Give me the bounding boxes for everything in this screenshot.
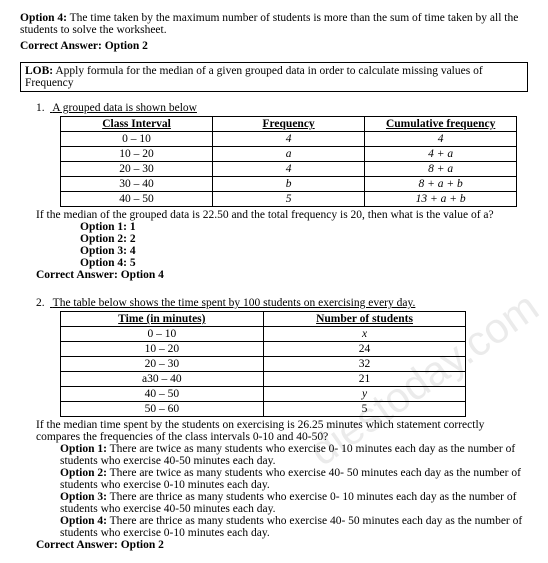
q1-number: 1. (36, 102, 50, 114)
q2-stem: The table below shows the time spent by … (53, 297, 416, 309)
cell: 50 – 60 (61, 402, 264, 417)
cell: 0 – 10 (61, 132, 213, 147)
q2-table: Time (in minutes) Number of students 0 –… (60, 311, 466, 417)
cell: 4 (213, 162, 365, 177)
table-row: 40 – 50y (61, 387, 466, 402)
q2-opt3-text: There are thrice as many students who ex… (60, 491, 516, 515)
cell: 4 (365, 132, 517, 147)
q2-h0: Time (in minutes) (61, 312, 264, 327)
cell: b (213, 177, 365, 192)
q2-correct: Correct Answer: Option 2 (36, 539, 528, 551)
q2-opt3-label: Option 3: (60, 491, 107, 503)
cell: x (263, 327, 466, 342)
q1-opt2: Option 2: 2 (80, 233, 528, 245)
cell: 20 – 30 (61, 162, 213, 177)
table-row: Time (in minutes) Number of students (61, 312, 466, 327)
cell: 8 + a (365, 162, 517, 177)
q2-correct-value: Option 2 (118, 539, 164, 551)
q2-opt3: Option 3: There are thrice as many stude… (60, 491, 528, 515)
table-row: 10 – 20a4 + a (61, 147, 517, 162)
q2-opt4-label: Option 4: (60, 515, 107, 527)
cell: 13 + a + b (365, 192, 517, 207)
intro-option4-label: Option 4: (20, 12, 67, 24)
table-row: 0 – 10x (61, 327, 466, 342)
intro-option4: Option 4: The time taken by the maximum … (20, 12, 528, 36)
cell: a (213, 147, 365, 162)
cell: 10 – 20 (61, 342, 264, 357)
q1-table: Class Interval Frequency Cumulative freq… (60, 116, 517, 207)
cell: 5 (263, 402, 466, 417)
cell: 0 – 10 (61, 327, 264, 342)
q1-stem-line: 1. A grouped data is shown below (36, 102, 528, 114)
lob-label: LOB: (25, 65, 53, 77)
q2-opt4-text: There are thrice as many students who ex… (60, 515, 522, 539)
cell: 24 (263, 342, 466, 357)
q2-followup: If the median time spent by the students… (36, 419, 528, 443)
intro-option4-text: The time taken by the maximum number of … (20, 12, 518, 36)
table-row: 40 – 50513 + a + b (61, 192, 517, 207)
q1-correct: Correct Answer: Option 4 (36, 269, 528, 281)
q2-opt2-label: Option 2: (60, 467, 107, 479)
cell: 32 (263, 357, 466, 372)
q1-stem: A grouped data is shown below (52, 102, 197, 114)
q2-opt4: Option 4: There are thrice as many stude… (60, 515, 528, 539)
cell: 4 (213, 132, 365, 147)
lob-text: Apply formula for the median of a given … (25, 65, 483, 89)
table-row: 30 – 40b8 + a + b (61, 177, 517, 192)
q2-opt1: Option 1: There are twice as many studen… (60, 443, 528, 467)
intro-correct: Correct Answer: Option 2 (20, 40, 528, 52)
table-row: 50 – 605 (61, 402, 466, 417)
cell: 20 – 30 (61, 357, 264, 372)
q1-correct-value: Option 4 (118, 269, 164, 281)
cell: 40 – 50 (61, 387, 264, 402)
cell: 8 + a + b (365, 177, 517, 192)
q1-correct-label: Correct Answer: (36, 269, 118, 281)
cell: 40 – 50 (61, 192, 213, 207)
intro-correct-value: Option 2 (102, 40, 148, 52)
table-row: 20 – 3048 + a (61, 162, 517, 177)
table-row: 0 – 1044 (61, 132, 517, 147)
q2-h1: Number of students (263, 312, 466, 327)
table-row: a30 – 4021 (61, 372, 466, 387)
q1-h1: Frequency (213, 117, 365, 132)
q2-opt2-text: There are twice as many students who exe… (60, 467, 521, 491)
q1-opt3: Option 3: 4 (80, 245, 528, 257)
q2-stem-line: 2. The table below shows the time spent … (36, 297, 528, 309)
table-row: Class Interval Frequency Cumulative freq… (61, 117, 517, 132)
cell: 5 (213, 192, 365, 207)
q2-opt1-text: There are twice as many students who exe… (60, 443, 515, 467)
q1-opt1: Option 1: 1 (80, 221, 528, 233)
q2-opt2: Option 2: There are twice as many studen… (60, 467, 528, 491)
cell: 4 + a (365, 147, 517, 162)
table-row: 20 – 3032 (61, 357, 466, 372)
q2-opt1-label: Option 1: (60, 443, 107, 455)
q1-opt4: Option 4: 5 (80, 257, 528, 269)
cell: 30 – 40 (61, 177, 213, 192)
cell: a30 – 40 (61, 372, 264, 387)
table-row: 10 – 2024 (61, 342, 466, 357)
q2-correct-label: Correct Answer: (36, 539, 118, 551)
cell: y (263, 387, 466, 402)
q1-h2: Cumulative frequency (365, 117, 517, 132)
cell: 21 (263, 372, 466, 387)
q2-number: 2. (36, 297, 50, 309)
lob-box: LOB: Apply formula for the median of a g… (20, 62, 528, 92)
cell: 10 – 20 (61, 147, 213, 162)
q1-followup: If the median of the grouped data is 22.… (36, 209, 528, 221)
q1-h0: Class Interval (61, 117, 213, 132)
intro-correct-label: Correct Answer: (20, 40, 102, 52)
